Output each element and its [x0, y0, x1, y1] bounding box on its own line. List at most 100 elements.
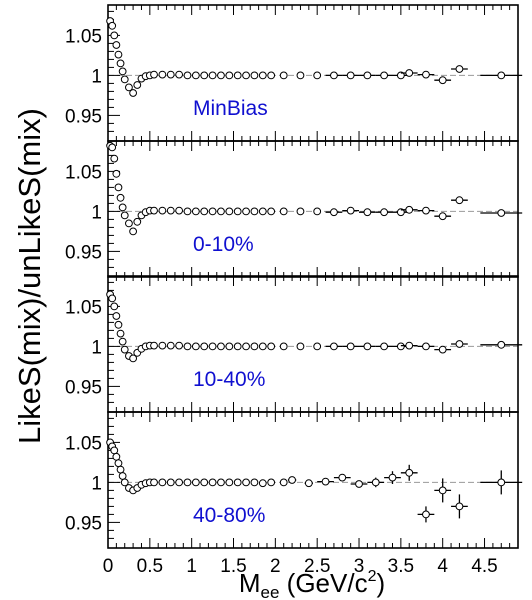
y-tick-label: 0.95	[65, 106, 102, 127]
data-marker	[183, 342, 192, 351]
data-marker	[118, 203, 127, 212]
y-tick-label: 0.95	[65, 513, 102, 534]
data-marker	[371, 478, 380, 487]
data-marker	[242, 71, 250, 80]
data-marker	[191, 478, 200, 487]
data-marker	[242, 478, 250, 487]
data-marker	[129, 354, 138, 363]
data-marker	[346, 206, 355, 215]
data-point	[217, 71, 225, 80]
x-axis-label-main: M	[239, 568, 261, 598]
data-marker	[405, 341, 414, 350]
data-marker	[150, 70, 158, 79]
y-tick-label: 1	[91, 473, 102, 494]
data-marker	[497, 478, 506, 487]
data-marker	[114, 183, 123, 192]
data-marker	[116, 59, 125, 68]
data-marker	[396, 342, 405, 351]
data-marker	[114, 320, 123, 329]
data-point	[451, 196, 468, 205]
data-marker	[455, 340, 464, 348]
data-point	[313, 342, 322, 351]
data-point	[279, 207, 288, 216]
data-marker	[363, 71, 372, 80]
data-marker	[208, 207, 217, 216]
data-point	[175, 478, 184, 487]
data-point	[150, 478, 158, 487]
data-marker	[129, 89, 138, 97]
x-axis-label-unit-close: )	[376, 568, 385, 598]
data-marker	[108, 143, 117, 152]
data-marker	[200, 478, 209, 487]
data-marker	[296, 71, 305, 80]
x-axis-label: Mee (GeV/c2)	[239, 568, 385, 600]
data-point	[434, 345, 452, 354]
data-marker	[338, 473, 347, 482]
data-point	[200, 207, 209, 216]
data-point	[118, 472, 127, 480]
data-marker	[279, 478, 288, 487]
data-point	[110, 446, 119, 455]
data-point	[158, 206, 167, 215]
data-point	[325, 342, 343, 351]
data-point	[114, 459, 123, 468]
data-marker	[380, 208, 389, 217]
data-point	[116, 59, 125, 68]
data-point	[112, 169, 121, 178]
data-point	[120, 211, 129, 220]
data-marker	[242, 342, 250, 351]
data-point	[166, 206, 175, 215]
data-point	[242, 207, 250, 216]
data-marker	[279, 71, 288, 80]
data-marker	[158, 341, 167, 350]
x-tick-label: 0.5	[137, 556, 163, 577]
data-marker	[110, 154, 119, 163]
data-point	[133, 217, 142, 226]
x-tick-label: 4	[437, 556, 448, 577]
data-point	[325, 208, 343, 217]
data-marker	[267, 478, 276, 487]
y-axis-label: LikeS(mix)/unLikeS(mix)	[12, 108, 47, 444]
data-point	[279, 71, 288, 80]
data-point	[267, 71, 276, 80]
data-point	[225, 478, 234, 487]
data-point	[158, 341, 167, 350]
data-marker	[166, 206, 175, 215]
data-marker	[108, 294, 117, 303]
data-marker	[110, 31, 119, 40]
data-point	[125, 83, 133, 92]
x-tick-label: 2.5	[304, 556, 330, 577]
data-point	[258, 479, 267, 488]
data-marker	[422, 342, 430, 351]
data-marker	[158, 206, 167, 215]
panel-frame	[107, 140, 519, 278]
panel-2: 0.95 1 1.05 0-10%	[65, 140, 523, 278]
data-marker	[455, 502, 464, 511]
y-tick-label: 1.05	[65, 433, 102, 454]
data-point	[129, 227, 138, 236]
data-marker	[250, 71, 259, 80]
data-marker	[296, 207, 305, 216]
data-point	[267, 478, 276, 487]
data-marker	[258, 342, 267, 351]
data-marker	[258, 71, 267, 80]
data-marker	[108, 21, 117, 30]
data-point	[242, 478, 250, 487]
data-point	[175, 70, 184, 79]
data-point	[267, 207, 276, 216]
data-point	[313, 71, 322, 80]
data-point	[333, 473, 351, 482]
data-point	[384, 471, 401, 484]
data-point	[110, 302, 119, 311]
data-point	[116, 329, 125, 338]
data-point	[250, 207, 259, 216]
data-point	[375, 342, 393, 351]
data-point	[417, 206, 435, 215]
data-marker	[175, 478, 184, 487]
x-tick-label: 0	[103, 556, 114, 577]
data-marker	[125, 83, 133, 92]
data-marker	[346, 71, 355, 80]
data-marker	[455, 196, 464, 205]
data-point	[108, 21, 117, 30]
data-point	[225, 342, 234, 351]
